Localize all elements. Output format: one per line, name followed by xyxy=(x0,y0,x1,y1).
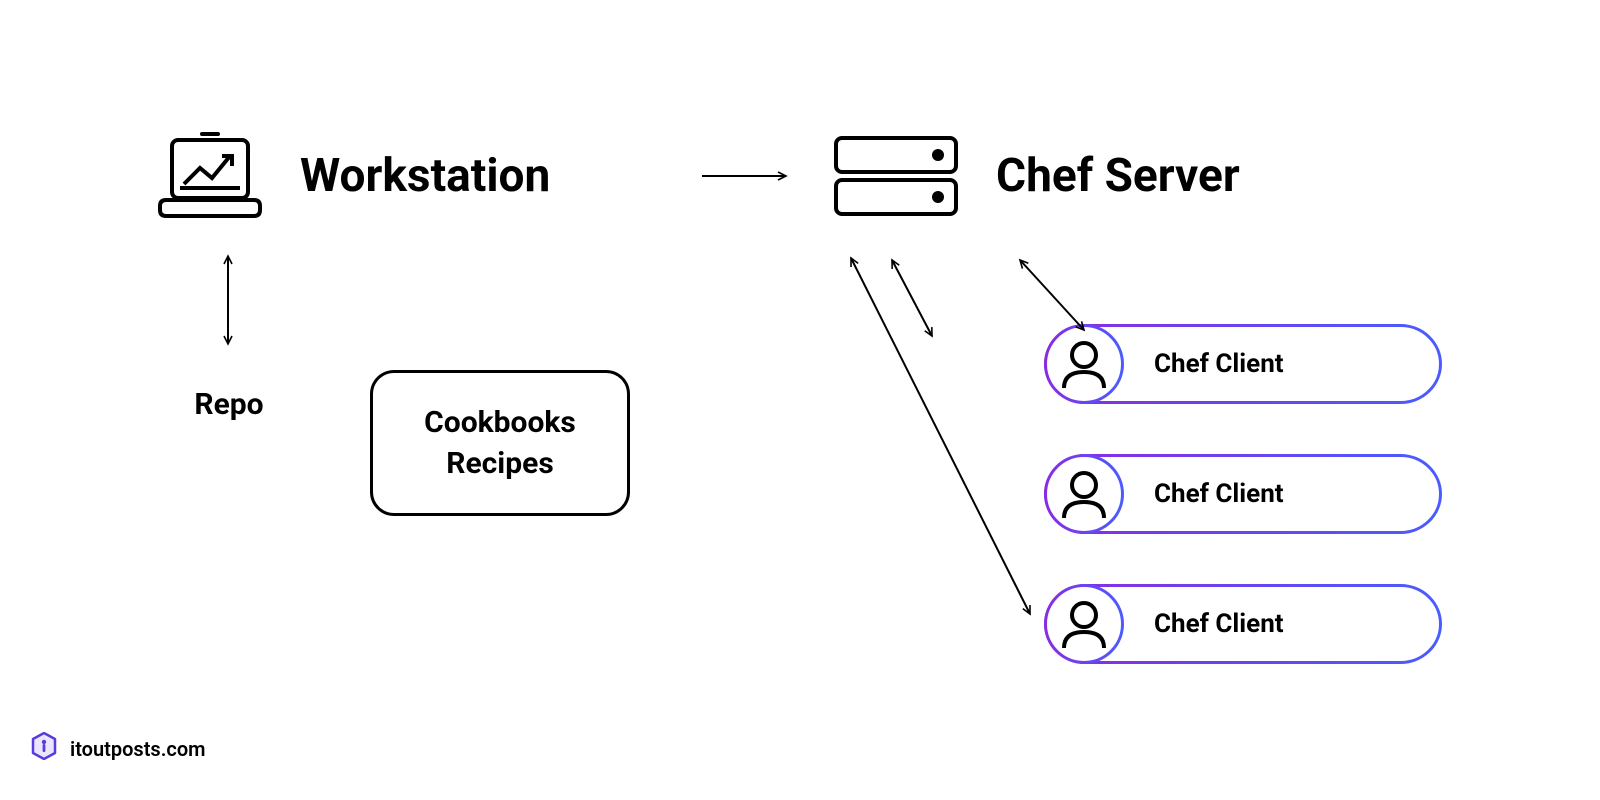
attribution: itoutposts.com xyxy=(30,732,206,765)
logo-icon xyxy=(30,732,58,765)
workstation-node: Workstation xyxy=(110,102,700,250)
server-stack-icon xyxy=(826,126,966,226)
cookbooks-node: Cookbooks Recipes xyxy=(370,370,630,516)
repo-label: Repo xyxy=(194,387,263,422)
user-icon xyxy=(1044,584,1124,664)
cookbooks-label-1: Cookbooks xyxy=(424,405,576,440)
chef-server-node: Chef Server xyxy=(790,102,1450,250)
workstation-label: Workstation xyxy=(300,149,550,203)
chef-server-label: Chef Server xyxy=(996,149,1240,203)
chef-client-label: Chef Client xyxy=(1154,479,1284,509)
diagram-canvas: Workstation Chef Server Repo Cookbooks R… xyxy=(0,0,1600,800)
cookbooks-label-2: Recipes xyxy=(446,446,553,481)
user-icon xyxy=(1044,454,1124,534)
laptop-chart-icon xyxy=(150,126,270,226)
chef-client-label: Chef Client xyxy=(1154,349,1284,379)
user-icon xyxy=(1044,324,1124,404)
attribution-text: itoutposts.com xyxy=(70,737,206,761)
repo-node: Repo xyxy=(124,350,334,458)
chef-client-label: Chef Client xyxy=(1154,609,1284,639)
